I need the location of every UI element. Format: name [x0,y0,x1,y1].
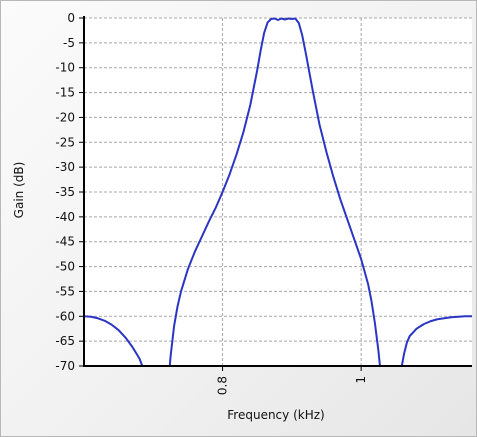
y-tick-label: -25 [55,135,75,149]
tick-labels: 0 -5 -10 -15 -20 -25 -30 -35 -40 -45 -50 -55 -60 -65 -… [55,11,368,395]
gain-curve-segment [168,17,381,366]
y-tick-label: 0 [67,11,75,25]
plot-area [84,18,472,366]
y-tick-label: -40 [55,210,75,224]
series-line [84,17,472,366]
gain-curve-segment [84,315,144,366]
y-axis-label: Gain (dB) [12,162,26,219]
y-tick-label: -70 [55,359,75,373]
y-tick-label: -15 [55,86,75,100]
y-tick-label: -30 [55,160,75,174]
y-tick-label: -35 [55,185,75,199]
y-tick-label: -5 [63,36,75,50]
y-tick-label: -60 [55,309,75,323]
y-tick-label: -20 [55,110,75,124]
y-tick-label: -65 [55,334,75,348]
y-tick-label: -50 [55,260,75,274]
gain-curve-segment [400,315,472,366]
grid [84,17,472,366]
y-tick-label: -10 [55,61,75,75]
x-tick-label: 1 [354,376,368,384]
y-tick-label: -45 [55,235,75,249]
x-tick-label: 0.8 [216,376,230,395]
y-tick-label: -55 [55,284,75,298]
x-axis-label: Frequency (kHz) [227,408,324,422]
